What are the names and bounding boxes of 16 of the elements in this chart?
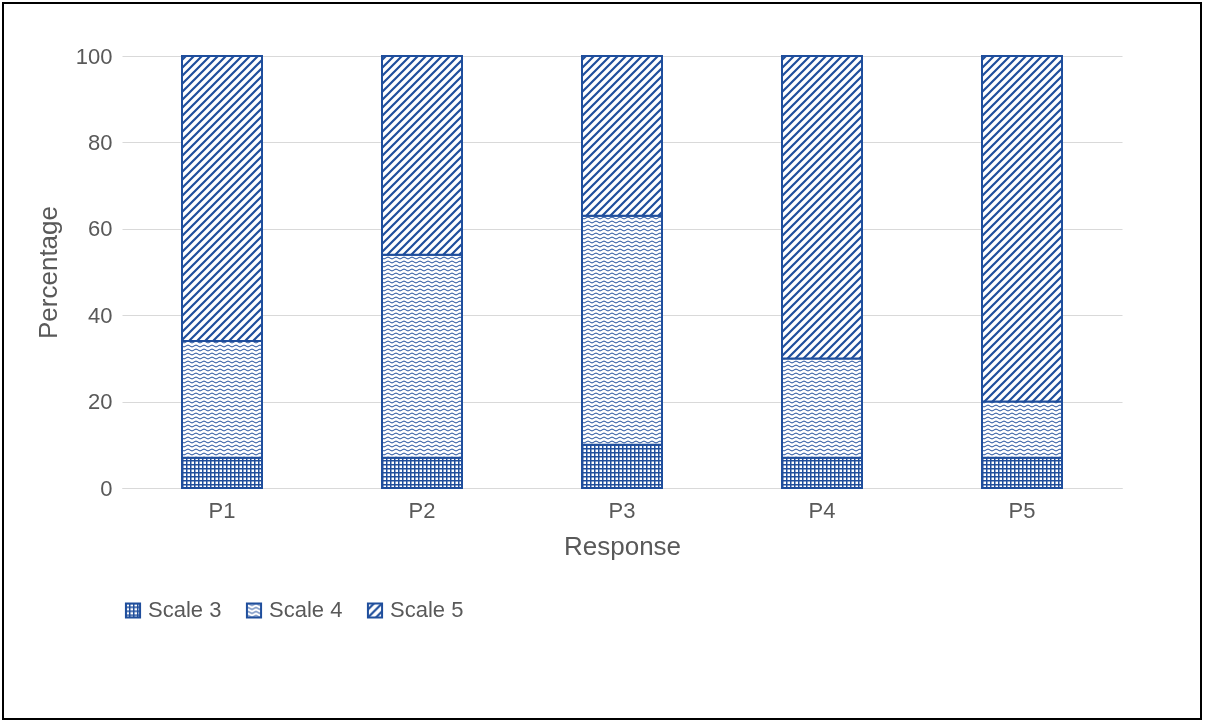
legend-label: Scale 5 <box>390 597 464 623</box>
y-tick-label: 80 <box>88 129 113 155</box>
y-tick-label: 60 <box>88 216 113 242</box>
y-tick-label: 40 <box>88 302 113 328</box>
x-tick-label: P5 <box>1008 497 1036 523</box>
x-tick-label: P2 <box>408 497 436 523</box>
y-tick-label: 0 <box>100 475 113 501</box>
x-tick-label: P3 <box>608 497 636 523</box>
y-tick-label: 100 <box>75 43 113 69</box>
x-tick-label: P1 <box>208 497 236 523</box>
y-tick-label: 20 <box>88 389 113 415</box>
y-axis-title: Percentage <box>32 206 63 339</box>
x-tick-label: P4 <box>808 497 836 523</box>
legend-label: Scale 4 <box>269 597 343 623</box>
legend-label: Scale 3 <box>148 597 222 623</box>
x-axis-title: Response <box>563 530 682 561</box>
